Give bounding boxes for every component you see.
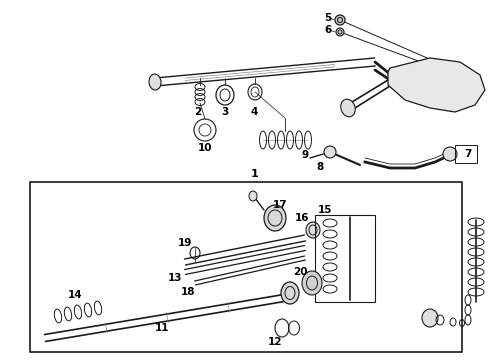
Ellipse shape bbox=[149, 74, 161, 90]
Text: 9: 9 bbox=[301, 150, 309, 160]
Text: 11: 11 bbox=[155, 323, 169, 333]
Text: 3: 3 bbox=[221, 107, 229, 117]
Text: 19: 19 bbox=[178, 238, 192, 248]
Bar bbox=[315, 215, 375, 302]
Text: 12: 12 bbox=[268, 337, 282, 347]
Text: 7: 7 bbox=[465, 149, 472, 159]
Circle shape bbox=[336, 28, 344, 36]
Ellipse shape bbox=[302, 271, 322, 295]
Text: 17: 17 bbox=[273, 200, 287, 210]
Text: 16: 16 bbox=[295, 213, 309, 223]
Bar bbox=[455, 145, 477, 163]
Text: 5: 5 bbox=[324, 13, 332, 23]
Circle shape bbox=[335, 15, 345, 25]
Text: 20: 20 bbox=[293, 267, 307, 277]
Ellipse shape bbox=[306, 222, 320, 238]
Ellipse shape bbox=[249, 191, 257, 201]
Circle shape bbox=[324, 146, 336, 158]
Text: 15: 15 bbox=[318, 205, 332, 215]
Text: 2: 2 bbox=[195, 107, 201, 117]
Ellipse shape bbox=[422, 309, 438, 327]
Bar bbox=[30, 182, 462, 352]
Text: 18: 18 bbox=[181, 287, 195, 297]
Text: 4: 4 bbox=[250, 107, 258, 117]
Ellipse shape bbox=[341, 99, 355, 117]
Text: 10: 10 bbox=[198, 143, 212, 153]
Ellipse shape bbox=[264, 205, 286, 231]
Ellipse shape bbox=[281, 282, 299, 304]
Text: 6: 6 bbox=[324, 25, 332, 35]
Text: 1: 1 bbox=[251, 169, 259, 179]
Polygon shape bbox=[388, 58, 485, 112]
Circle shape bbox=[443, 147, 457, 161]
Text: 8: 8 bbox=[317, 162, 323, 172]
Text: 14: 14 bbox=[68, 290, 82, 300]
Text: 13: 13 bbox=[168, 273, 182, 283]
